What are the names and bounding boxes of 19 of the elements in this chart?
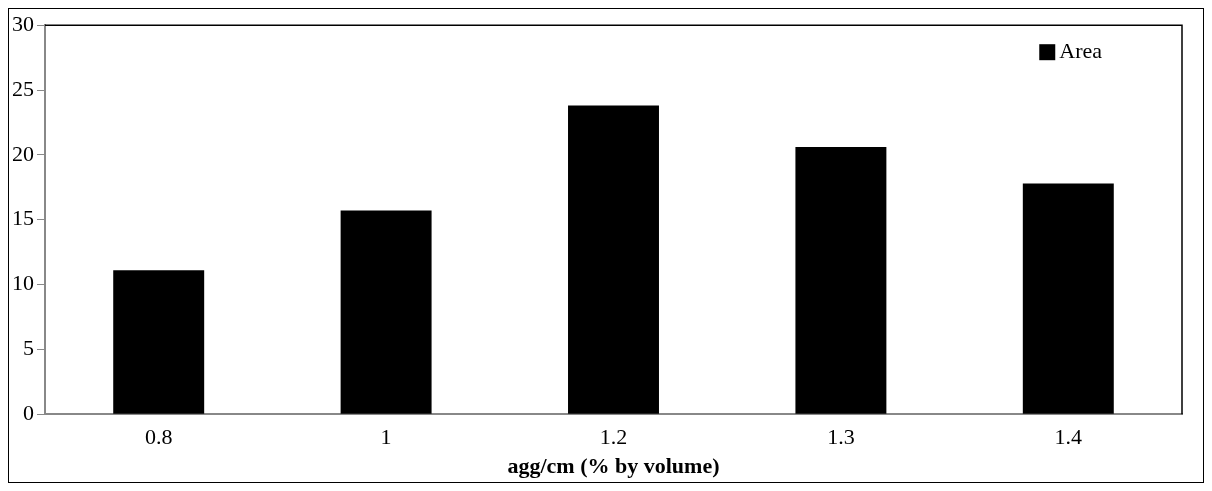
- x-tick-label: 0.8: [144, 424, 173, 450]
- y-tick-label: 15: [12, 205, 34, 231]
- y-tick-label: 25: [12, 75, 34, 101]
- bar: [1022, 183, 1114, 414]
- x-tick-label: 1.2: [599, 424, 628, 450]
- y-tick-label: 30: [12, 10, 34, 36]
- legend-label: Area: [1059, 37, 1103, 63]
- x-axis-title: agg/cm (% by volume): [507, 453, 720, 479]
- bar: [795, 147, 887, 414]
- bar: [113, 270, 205, 414]
- x-tick-label: 1: [380, 424, 392, 450]
- y-tick-label: 10: [12, 270, 34, 296]
- x-tick-label: 1.3: [827, 424, 855, 450]
- y-tick-label: 0: [23, 399, 34, 425]
- bar: [568, 105, 659, 414]
- y-tick-label: 5: [23, 335, 34, 361]
- x-tick-label: 1.4: [1054, 424, 1083, 450]
- y-tick-label: 20: [12, 140, 34, 166]
- bar: [340, 210, 432, 414]
